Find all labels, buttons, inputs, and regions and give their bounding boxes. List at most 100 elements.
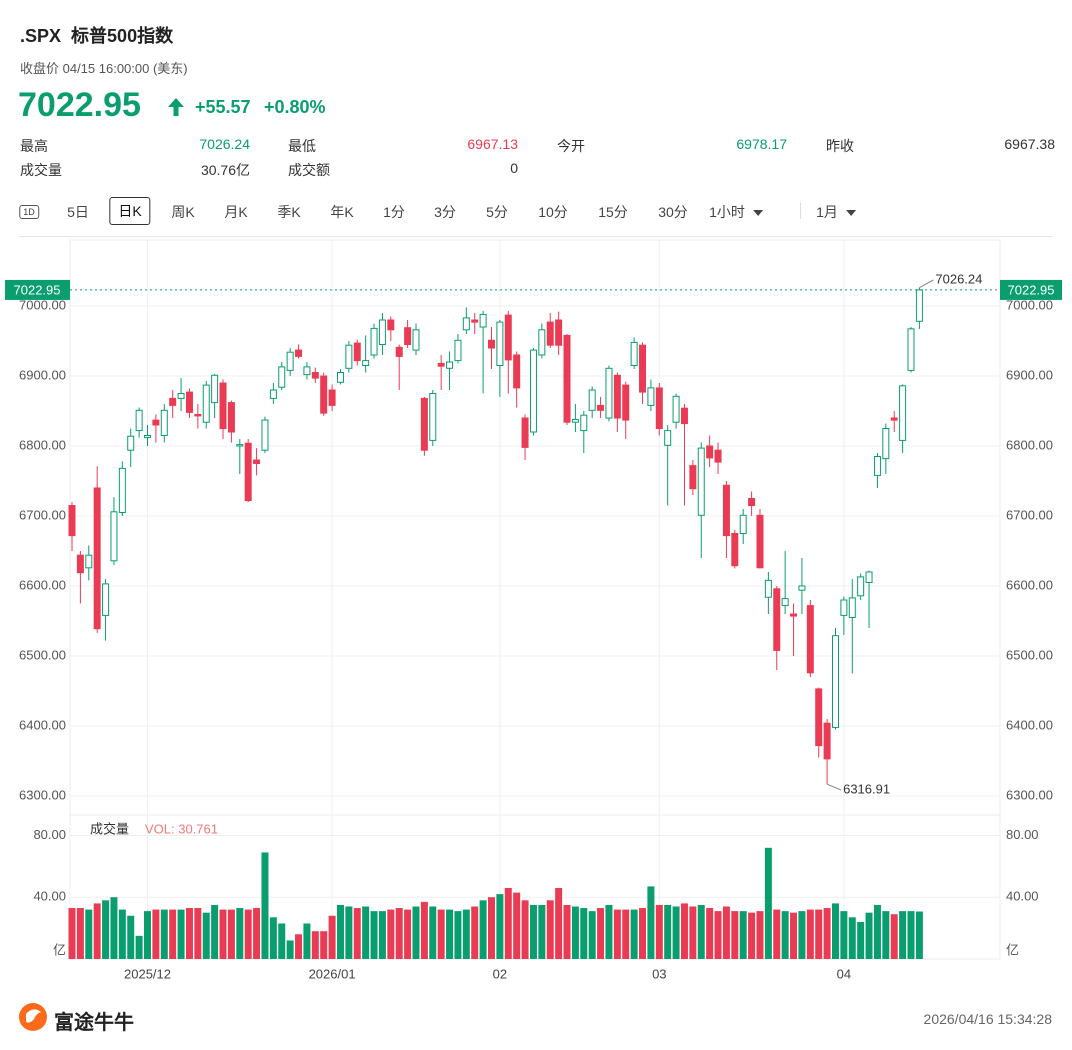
volume-bar bbox=[773, 909, 781, 959]
volume-bar bbox=[429, 906, 437, 959]
timestamp: 2026/04/16 15:34:28 bbox=[923, 1011, 1052, 1027]
volume-bar bbox=[488, 897, 495, 959]
candle-body bbox=[739, 514, 747, 534]
tab[interactable]: 1月 bbox=[816, 202, 856, 222]
volume-bar bbox=[328, 915, 336, 959]
volume-bar bbox=[571, 906, 579, 959]
candle-body bbox=[370, 327, 378, 356]
volume-bar bbox=[135, 935, 143, 959]
candle-body bbox=[798, 585, 806, 591]
v-tick-label-right: 80.00 bbox=[1006, 827, 1039, 842]
candle-body bbox=[840, 599, 848, 616]
candle-body bbox=[194, 414, 202, 417]
brand: 富途牛牛 bbox=[54, 1012, 134, 1034]
y-tick-label: 6800.00 bbox=[19, 437, 66, 452]
last-price-label-right: 7022.95 bbox=[1008, 282, 1055, 297]
tab[interactable]: 30分 bbox=[658, 204, 688, 220]
volume-bar bbox=[613, 909, 621, 959]
tab[interactable]: 5日 bbox=[67, 204, 89, 220]
candle-body bbox=[496, 321, 504, 367]
x-tick-label: 04 bbox=[837, 966, 851, 981]
volume-bar bbox=[353, 908, 361, 959]
candle-body bbox=[202, 384, 210, 423]
price: 7022.95 bbox=[18, 86, 141, 124]
last-price-box-right bbox=[1000, 279, 1062, 300]
x-tick-label: 03 bbox=[652, 966, 666, 981]
candle-body bbox=[882, 428, 890, 460]
volume-bar bbox=[496, 894, 504, 959]
y-tick-label: 6600.00 bbox=[19, 577, 66, 592]
name: 标普500指数 bbox=[71, 26, 174, 46]
stat-value: 30.76亿 bbox=[200, 162, 250, 178]
candle-body bbox=[177, 393, 185, 399]
volume-bar bbox=[462, 909, 470, 959]
volume-bar bbox=[831, 903, 839, 959]
candle-body bbox=[857, 576, 865, 597]
volume-bar bbox=[655, 904, 663, 959]
y-tick-label: 6400.00 bbox=[19, 717, 66, 732]
volume-bar bbox=[144, 911, 152, 959]
candle-body bbox=[513, 354, 521, 389]
x-tick-label: 2026/01 bbox=[309, 966, 356, 981]
candle-body bbox=[890, 417, 898, 421]
volume-bar bbox=[848, 917, 856, 959]
candle-body bbox=[269, 389, 277, 399]
volume-bar bbox=[311, 931, 319, 959]
candle-body bbox=[85, 554, 93, 569]
candle-body bbox=[102, 583, 110, 616]
tab[interactable]: 5分 bbox=[486, 204, 508, 220]
volume-bar bbox=[370, 911, 378, 959]
candle-body bbox=[806, 605, 814, 674]
stat-label: 昨收 bbox=[826, 138, 854, 154]
candle-body bbox=[546, 321, 554, 346]
candle-body bbox=[387, 319, 395, 331]
volume-bar bbox=[202, 912, 210, 959]
volume-unit-right: 亿 bbox=[1006, 942, 1019, 957]
volume-bar bbox=[378, 911, 386, 959]
volume-bar bbox=[295, 934, 303, 959]
stat-label: 今开 bbox=[557, 138, 585, 154]
candle-body bbox=[236, 444, 244, 447]
x-tick-label: 2025/12 bbox=[124, 966, 171, 981]
volume-bar bbox=[697, 904, 705, 959]
tab[interactable]: 年K bbox=[330, 204, 354, 220]
candle-body bbox=[915, 289, 923, 322]
tab[interactable]: 月K bbox=[224, 204, 248, 220]
candle-body bbox=[538, 329, 546, 356]
volume-bar bbox=[899, 911, 907, 959]
volume-bar bbox=[798, 911, 806, 959]
volume-bar bbox=[865, 912, 873, 959]
candle-body bbox=[446, 361, 454, 369]
tab[interactable]: 1D bbox=[19, 205, 39, 219]
candle-body bbox=[219, 382, 227, 429]
volume-unit: 亿 bbox=[53, 942, 66, 957]
volume-bar bbox=[68, 908, 76, 959]
candle-body bbox=[345, 344, 353, 369]
tab[interactable]: 1分 bbox=[383, 204, 405, 220]
tab[interactable]: 周K bbox=[171, 204, 195, 220]
tab[interactable]: 日K bbox=[109, 197, 151, 225]
tab[interactable]: 15分 bbox=[598, 204, 628, 220]
y-tick-label-right: 6500.00 bbox=[1006, 647, 1053, 662]
candle-body bbox=[622, 384, 630, 421]
candle-body bbox=[521, 417, 529, 448]
candle-body bbox=[152, 419, 160, 426]
tab[interactable]: 1小时 bbox=[709, 202, 763, 222]
volume-bar bbox=[882, 911, 890, 959]
candle-body bbox=[320, 375, 328, 414]
y-tick-label: 6500.00 bbox=[19, 647, 66, 662]
volume-bar bbox=[529, 904, 537, 959]
volume-bar bbox=[211, 904, 219, 959]
tab[interactable]: 10分 bbox=[538, 204, 568, 220]
candle-body bbox=[118, 467, 126, 513]
volume-bar bbox=[706, 908, 714, 959]
tab[interactable]: 3分 bbox=[434, 204, 456, 220]
candle-body bbox=[135, 409, 143, 432]
tab[interactable]: 季K bbox=[277, 204, 301, 220]
volume-bar bbox=[781, 911, 789, 959]
y-tick-label-right: 6700.00 bbox=[1006, 507, 1053, 522]
change: +55.57 bbox=[195, 97, 251, 117]
volume-bar bbox=[127, 915, 135, 959]
candle-body bbox=[437, 362, 445, 367]
